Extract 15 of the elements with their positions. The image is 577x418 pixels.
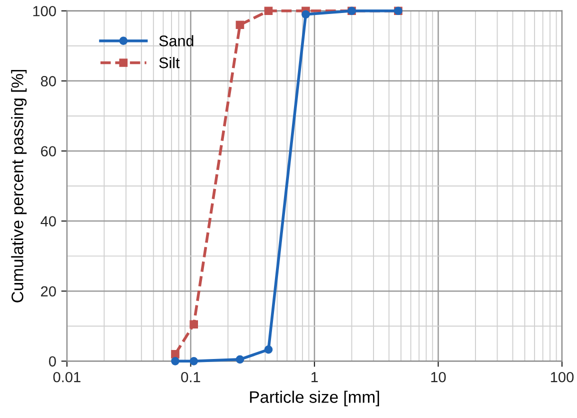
y-tick-label: 0 — [48, 356, 56, 367]
y-tick-label: 40 — [40, 216, 56, 226]
legend-label: Sand — [159, 35, 194, 46]
legend-label: Silt — [159, 57, 180, 68]
x-tick-label: 0.01 — [53, 372, 80, 382]
x-tick-label: 10 — [431, 372, 446, 382]
y-axis-title: Cumulative percent passing [%] — [11, 70, 27, 302]
x-tick-label: 0.1 — [181, 372, 200, 382]
x-tick-label: 100 — [550, 372, 574, 382]
y-tick-label: 100 — [33, 6, 56, 16]
y-tick-label: 80 — [40, 76, 56, 86]
x-tick-label: 1 — [312, 372, 318, 382]
x-axis-title: Particle size [mm] — [250, 390, 380, 406]
y-tick-label: 20 — [41, 286, 56, 297]
y-tick-label: 60 — [41, 146, 56, 156]
